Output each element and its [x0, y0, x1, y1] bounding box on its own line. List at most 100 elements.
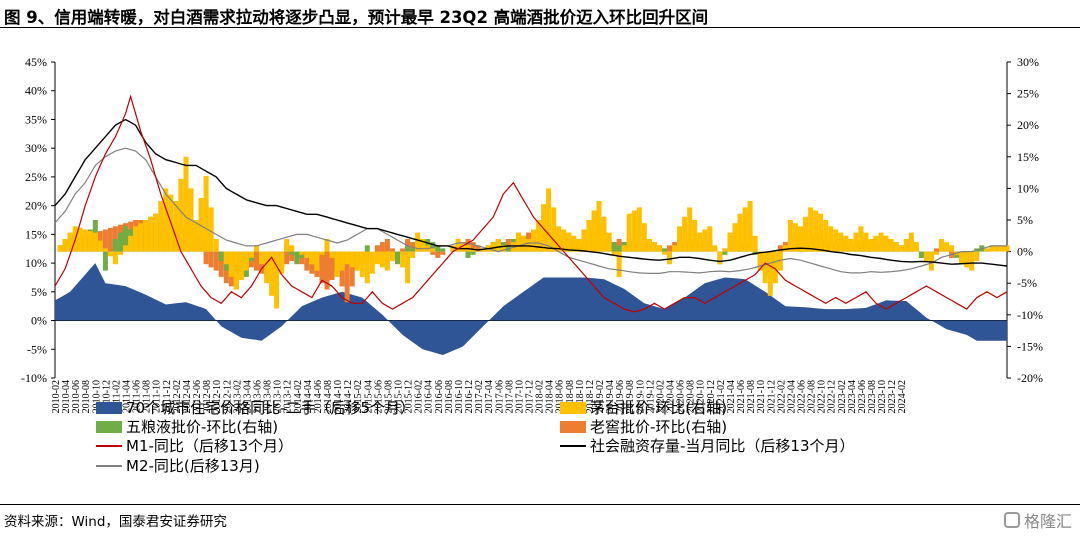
moutai-bar [400, 251, 406, 268]
moutai-bar [949, 245, 955, 252]
x-tick-label: 2018-04 [545, 380, 556, 413]
moutai-bar [183, 156, 189, 252]
figure-title: 图 9、信用端转暖，对白酒需求拉动将逐步凸显，预计最早 23Q2 高端酒批价迈入… [4, 8, 709, 27]
moutai-bar [223, 251, 229, 265]
laojiao-bar [440, 251, 446, 255]
x-tick-label: 2021-06 [736, 380, 747, 413]
moutai-bar [752, 235, 758, 252]
wuliangye-bar [410, 248, 416, 252]
laojiao-bar [102, 229, 108, 252]
x-tick-label: 2022-08 [807, 380, 818, 413]
moutai-bar [148, 216, 154, 252]
x-tick-label: 2015-04 [363, 380, 374, 413]
legend-label-laojiao: 老窖批价-环比(右轴) [590, 418, 728, 436]
moutai-bar [57, 245, 63, 252]
moutai-bar [123, 245, 129, 252]
x-tick-label: 2014-10 [333, 380, 344, 413]
x-tick-label: 2012-06 [192, 380, 203, 413]
moutai-bar [662, 251, 668, 255]
moutai-bar [238, 251, 244, 280]
x-tick-label: 2019-12 [645, 380, 656, 413]
footer-divider [0, 504, 1080, 505]
moutai-bar [722, 248, 728, 252]
legend-label-tsf: 社会融资存量-当月同比（后移13个月） [590, 437, 855, 455]
right-tick-label: -20% [1017, 371, 1043, 385]
wuliangye-bar [662, 248, 668, 252]
moutai-bar [777, 251, 783, 271]
moutai-bar [601, 216, 607, 252]
right-tick-label: -5% [1017, 276, 1037, 290]
wuliangye-bar [465, 251, 471, 258]
x-tick-label: 2021-10 [756, 380, 767, 413]
moutai-bar [969, 251, 975, 271]
moutai-bar [138, 223, 144, 252]
x-tick-label: 2014-02 [293, 380, 304, 413]
moutai-bar [77, 227, 83, 252]
x-tick-label: 2016-06 [434, 380, 445, 413]
x-tick-label: 2023-06 [857, 380, 868, 413]
line-series [54, 94, 1008, 313]
x-tick-label: 2016-12 [464, 380, 475, 413]
x-tick-label: 2020-02 [655, 380, 666, 413]
legend-line-tsf [560, 444, 586, 447]
moutai-bar [616, 251, 622, 277]
x-tick-label: 2019-04 [605, 380, 616, 413]
moutai-bar [792, 223, 798, 252]
x-tick-label: 2024-02 [897, 380, 908, 413]
moutai-bar [853, 232, 859, 252]
moutai-bar [762, 251, 768, 284]
moutai-bar [163, 188, 169, 252]
wuliangye-bar [405, 245, 411, 252]
x-tick-label: 2017-10 [514, 380, 525, 413]
moutai-bar [561, 229, 567, 252]
moutai-bar [787, 220, 793, 252]
moutai-bar [687, 207, 693, 252]
laojiao-bar [112, 226, 118, 252]
moutai-bar [87, 231, 93, 252]
watermark-logo-icon [1003, 512, 1020, 528]
axis-tick-labels: 45% 40% 35% 30% 25% 20% 15% 10% 5% 0% -5% -10% 30% 25… [21, 55, 1043, 413]
moutai-bar [324, 239, 330, 252]
x-tick-label: 2019-02 [595, 380, 606, 413]
legend-label-wuliangye: 五粮液批价-环比(右轴) [126, 418, 279, 436]
moutai-bar [621, 245, 627, 252]
moutai-bar [586, 220, 592, 252]
x-tick-label: 2020-12 [706, 380, 717, 413]
x-tick-label: 2023-04 [847, 380, 858, 413]
x-tick-label: 2019-06 [615, 380, 626, 413]
x-tick-label: 2018-02 [535, 380, 546, 413]
legend-item-m1: M1-同比（后移13个月） [96, 435, 293, 456]
moutai-bar [460, 242, 466, 252]
x-tick-label: 2020-06 [676, 380, 687, 413]
moutai-bar [727, 232, 733, 252]
legend-label-moutai: 茅台批价-环比(右轴) [590, 399, 728, 417]
laojiao-bar [379, 242, 385, 252]
moutai-bar [1004, 245, 1010, 252]
moutai-bar [339, 251, 345, 271]
moutai-bar [354, 251, 360, 271]
legend-swatch-laojiao [560, 420, 586, 433]
right-tick-label: -15% [1017, 339, 1043, 353]
moutai-bar [682, 216, 688, 252]
laojiao-bar [254, 251, 260, 271]
legend-item-tsf: 社会融资存量-当月同比（后移13个月） [560, 435, 855, 456]
chart-svg: 45% 40% 35% 30% 25% 20% 15% 10% 5% 0% -5% -10% 30% 25… [21, 55, 1043, 413]
moutai-bar [153, 213, 159, 252]
legend-item-laojiao: 老窖批价-环比(右轴) [560, 416, 727, 437]
x-tick-label: 2015-08 [383, 380, 394, 413]
laojiao-bar [289, 251, 295, 262]
legend-label-m2: M2-同比(后移13月) [126, 457, 260, 475]
moutai-bar [450, 245, 456, 252]
moutai-bar [843, 235, 849, 252]
x-tick-label: 2014-06 [313, 380, 324, 413]
laojiao-bar [475, 245, 481, 252]
x-tick-label: 2011-12 [162, 380, 173, 413]
moutai-bar [203, 175, 209, 252]
moutai-bar [964, 251, 970, 268]
moutai-bar [596, 201, 602, 252]
moutai-bar [374, 251, 380, 265]
left-tick-label: -5% [27, 342, 47, 356]
x-tick-label: 2016-04 [424, 380, 435, 413]
watermark: 格隆汇 [1003, 508, 1072, 532]
wuliangye-bar [918, 251, 924, 258]
